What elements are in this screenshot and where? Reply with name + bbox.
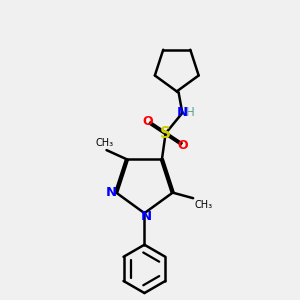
Text: CH₃: CH₃ bbox=[195, 200, 213, 210]
Text: H: H bbox=[186, 106, 195, 119]
Text: CH₃: CH₃ bbox=[96, 138, 114, 148]
Text: N: N bbox=[177, 106, 188, 119]
Text: N: N bbox=[106, 186, 117, 199]
Text: S: S bbox=[160, 126, 171, 141]
Text: O: O bbox=[143, 115, 154, 128]
Text: O: O bbox=[178, 139, 188, 152]
Text: N: N bbox=[141, 210, 152, 223]
